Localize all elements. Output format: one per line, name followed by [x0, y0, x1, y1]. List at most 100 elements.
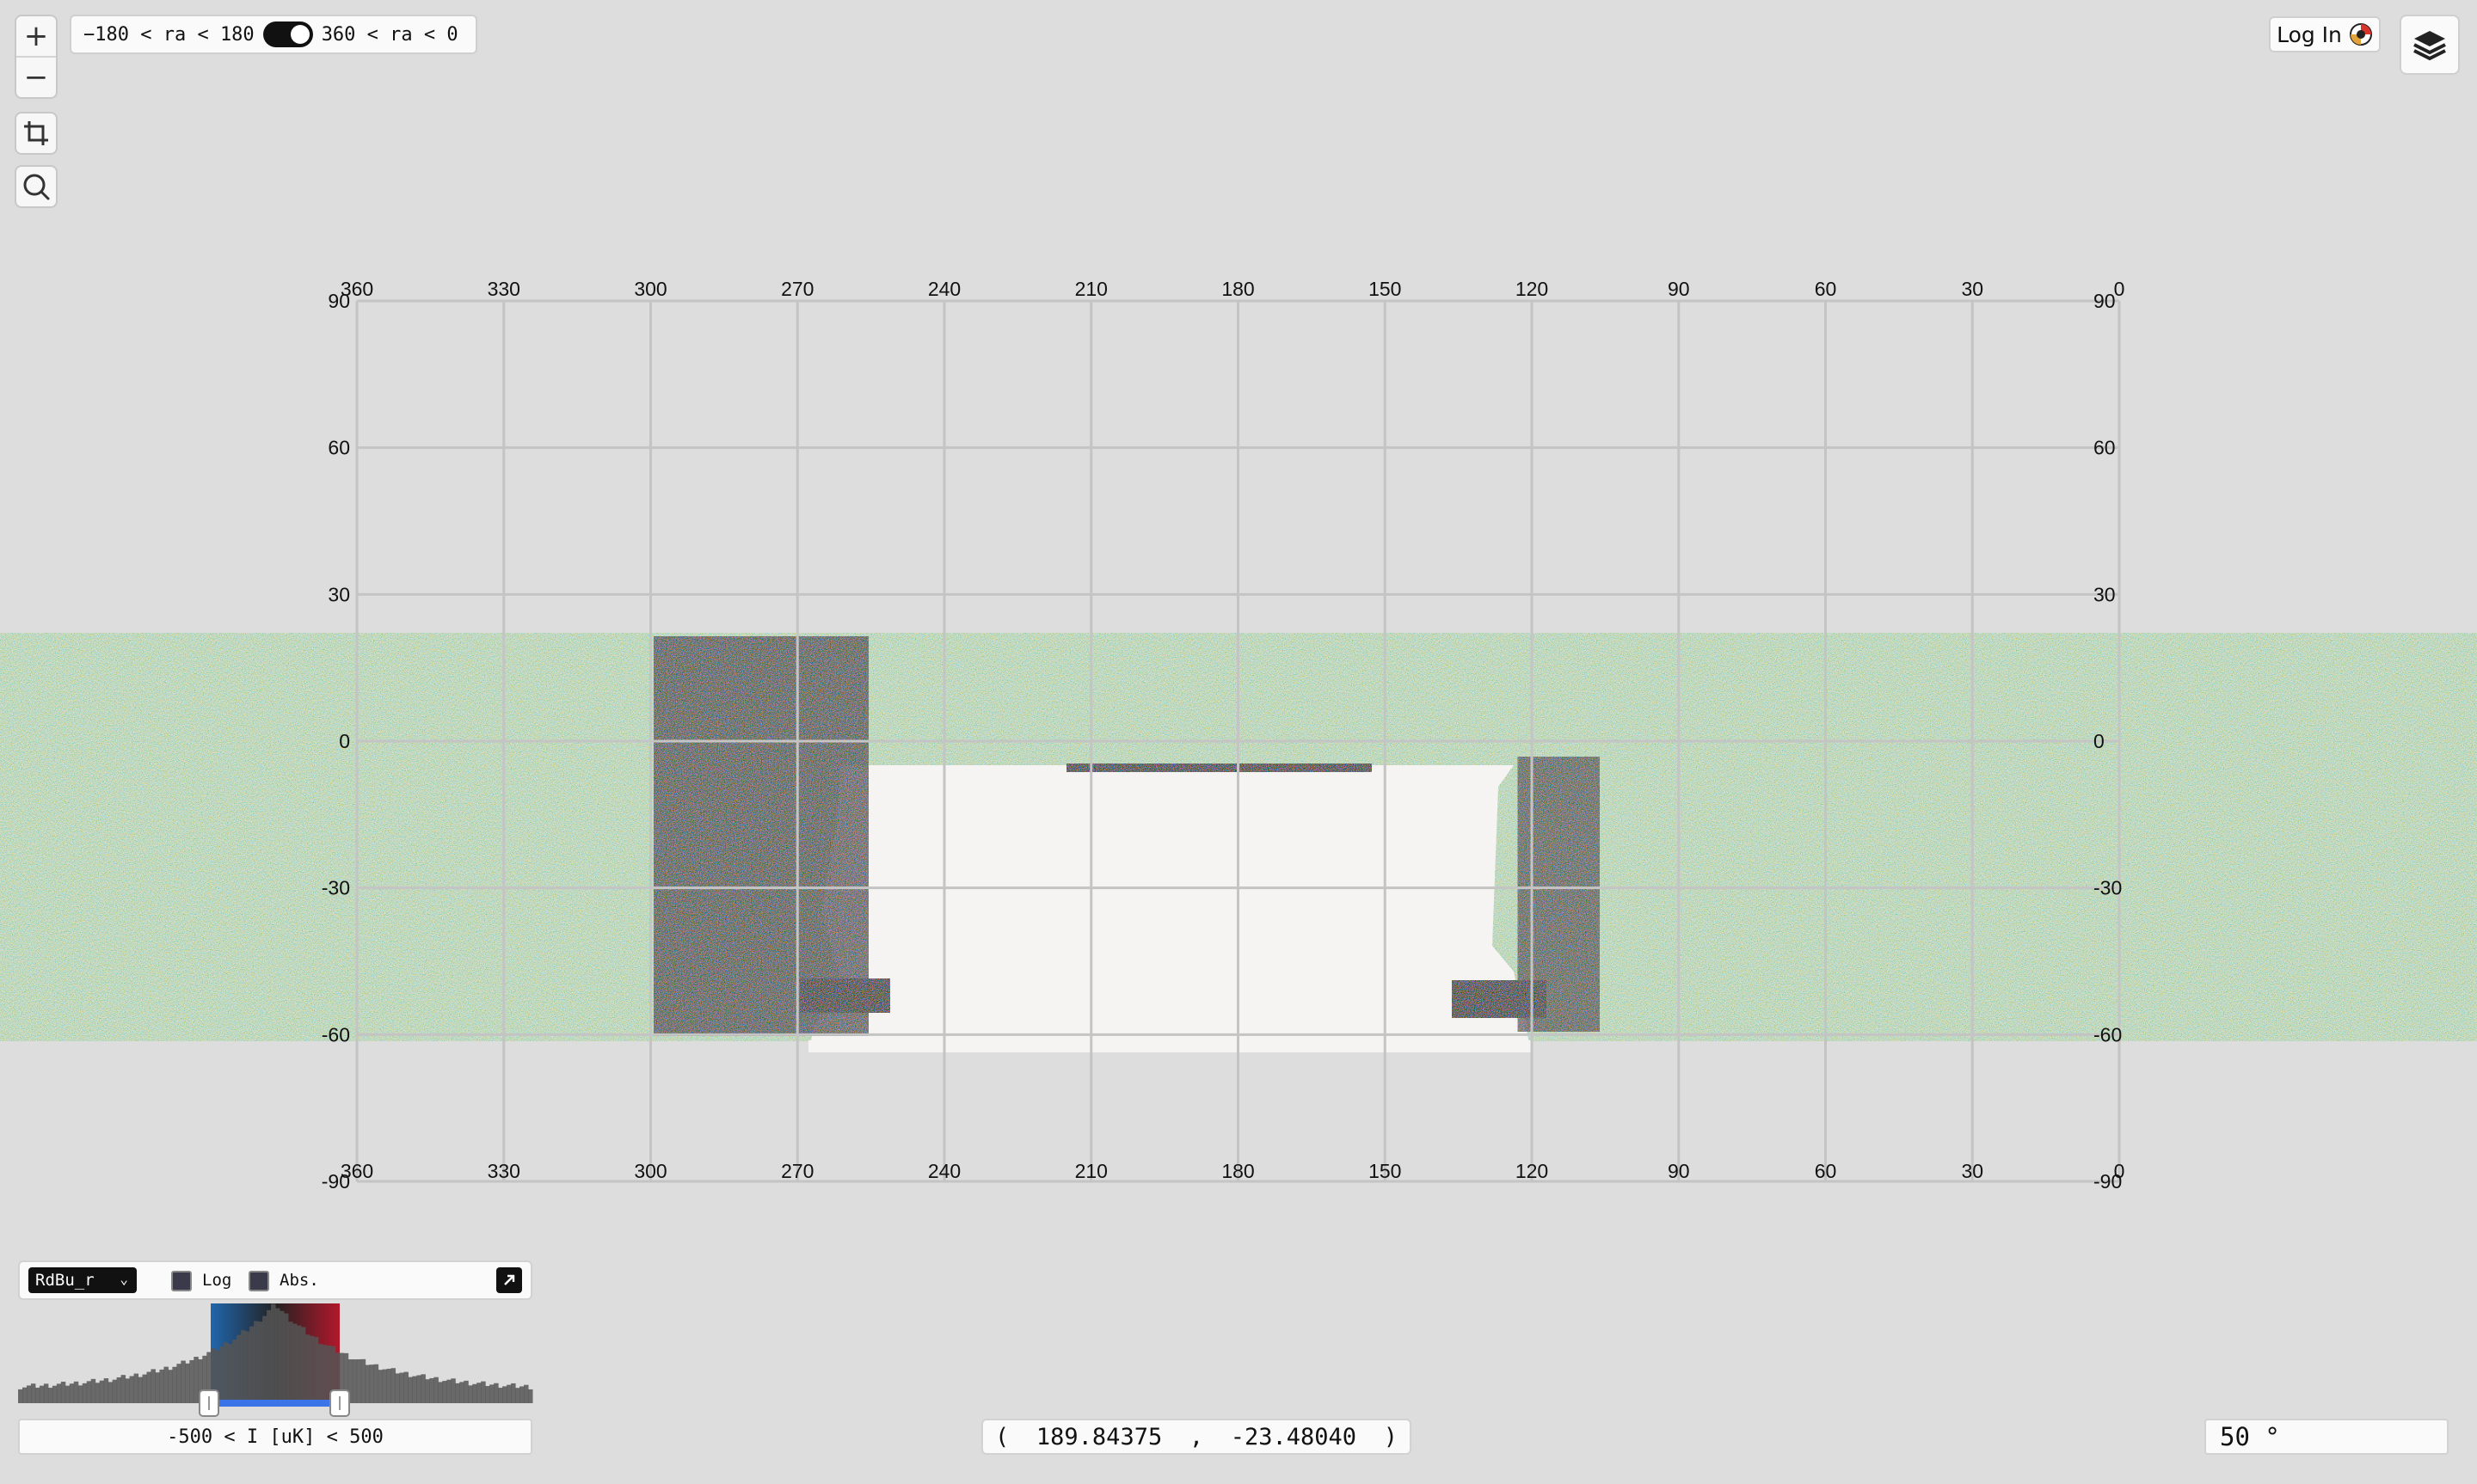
- histogram-bar: [313, 1337, 319, 1403]
- zoom-out-button[interactable]: −: [16, 56, 56, 97]
- expand-button[interactable]: [496, 1267, 522, 1293]
- histogram-bar: [373, 1364, 379, 1403]
- ra-tick-label-top: 360: [341, 278, 373, 300]
- histogram-bar: [99, 1380, 105, 1403]
- toggle-knob: [290, 25, 310, 44]
- histogram-bar: [528, 1389, 533, 1403]
- histogram-bar: [254, 1321, 259, 1403]
- histogram-bar: [279, 1310, 285, 1403]
- histogram-bar: [347, 1358, 353, 1403]
- histogram-bar: [22, 1387, 28, 1403]
- histogram-bar: [438, 1382, 443, 1403]
- login-button[interactable]: Log In: [2269, 16, 2381, 52]
- histogram-bar: [489, 1384, 495, 1403]
- histogram-bars: [18, 1303, 533, 1403]
- ra-tick-label-top: 240: [928, 278, 961, 300]
- histogram-bar: [382, 1369, 388, 1403]
- zoom-in-button[interactable]: +: [23, 19, 49, 53]
- histogram-bar: [112, 1379, 118, 1403]
- coordinate-readout: ( 189.84375 , -23.48040 ): [981, 1419, 1411, 1455]
- histogram-bar: [138, 1377, 144, 1403]
- crop-icon: [24, 121, 48, 145]
- dec-readout: -23.48040: [1230, 1423, 1357, 1450]
- histogram-bar: [108, 1382, 114, 1403]
- histogram-bar: [47, 1388, 53, 1403]
- ra-tick-label-bottom: 30: [1961, 1160, 1983, 1182]
- histogram-bar: [494, 1383, 499, 1403]
- histogram-bar: [326, 1345, 332, 1403]
- histogram-bar: [69, 1383, 75, 1403]
- histogram-bar: [34, 1387, 40, 1403]
- dense-block-west: [800, 978, 890, 1013]
- histogram-bar: [103, 1378, 109, 1403]
- ra-tick-label-bottom: 90: [1668, 1160, 1690, 1182]
- ra-tick-label-bottom: 360: [341, 1160, 373, 1182]
- histogram-bar: [451, 1378, 456, 1403]
- histogram-bar: [181, 1360, 186, 1403]
- histogram-bar: [507, 1384, 512, 1403]
- histogram-bar: [390, 1368, 396, 1403]
- dec-tick-label-right: 60: [2093, 437, 2116, 459]
- ra-toggle-switch[interactable]: [262, 21, 313, 47]
- histogram-bar: [60, 1382, 66, 1403]
- histogram-bar: [271, 1303, 276, 1403]
- histogram-bar: [198, 1358, 203, 1403]
- histogram-bar: [267, 1309, 272, 1403]
- histogram-bar: [258, 1321, 263, 1403]
- histogram-bar: [300, 1327, 306, 1403]
- histogram-bar: [421, 1374, 426, 1403]
- histogram-bar: [56, 1383, 62, 1403]
- histogram-bar: [468, 1385, 473, 1403]
- ra-tick-label-top: 330: [488, 278, 520, 300]
- search-icon: [23, 174, 50, 200]
- histogram-bar: [194, 1357, 199, 1403]
- histogram-bar: [464, 1380, 469, 1403]
- ra-tick-label-top: 270: [781, 278, 814, 300]
- histogram-bar: [356, 1358, 362, 1403]
- ra-tick-label-top: 180: [1221, 278, 1254, 300]
- histogram-bar: [39, 1385, 45, 1403]
- histogram-bar: [515, 1388, 520, 1403]
- range-input[interactable]: -500 < I [uK] < 500: [18, 1419, 532, 1455]
- abs-checkbox[interactable]: [249, 1271, 269, 1291]
- histogram-bar: [322, 1345, 328, 1403]
- crop-button[interactable]: [15, 112, 58, 155]
- histogram-bar: [73, 1381, 79, 1403]
- log-checkbox[interactable]: [171, 1271, 192, 1291]
- colormap-panel: RdBu_r ⌄ Log Abs.: [18, 1260, 532, 1300]
- coverage-lower-edge: [808, 1040, 1531, 1052]
- histogram-bar: [155, 1372, 160, 1403]
- histogram-bar: [237, 1334, 242, 1403]
- ra-left-label: −180 < ra < 180: [83, 23, 255, 46]
- histogram-bar: [339, 1352, 345, 1403]
- ra-tick-label-top: 60: [1815, 278, 1837, 300]
- histogram-bar: [146, 1371, 151, 1403]
- dec-tick-label-right: -30: [2093, 877, 2122, 899]
- histogram-bar: [151, 1369, 156, 1403]
- search-button[interactable]: [15, 165, 58, 208]
- ra-tick-label-bottom: 0: [2114, 1160, 2125, 1182]
- histogram-bar: [77, 1385, 83, 1403]
- histogram-bar: [335, 1352, 341, 1403]
- histogram-bar: [142, 1374, 147, 1403]
- ra-range-toggle: −180 < ra < 180 360 < ra < 0: [70, 15, 477, 54]
- unobserved-region-east: [1374, 765, 1531, 1051]
- dec-tick-label-right: 90: [2093, 290, 2116, 312]
- colormap-name: RdBu_r: [35, 1271, 95, 1290]
- layers-button[interactable]: [2400, 15, 2460, 75]
- fov-input[interactable]: 50 °: [2204, 1419, 2449, 1455]
- histogram-bar: [524, 1384, 529, 1403]
- separator: ,: [1189, 1423, 1204, 1450]
- histogram-bar: [283, 1313, 289, 1403]
- ra-tick-label-top: 30: [1961, 278, 1983, 300]
- colormap-select[interactable]: RdBu_r ⌄: [28, 1267, 137, 1293]
- range-handle-min[interactable]: [199, 1389, 219, 1417]
- histogram-bar: [249, 1326, 255, 1403]
- range-handle-max[interactable]: [329, 1389, 350, 1417]
- histogram-bar: [292, 1323, 298, 1403]
- ra-tick-label-bottom: 60: [1815, 1160, 1837, 1182]
- histogram-bar: [455, 1383, 460, 1403]
- histogram-bar: [343, 1352, 349, 1403]
- ra-tick-label-top: 210: [1075, 278, 1108, 300]
